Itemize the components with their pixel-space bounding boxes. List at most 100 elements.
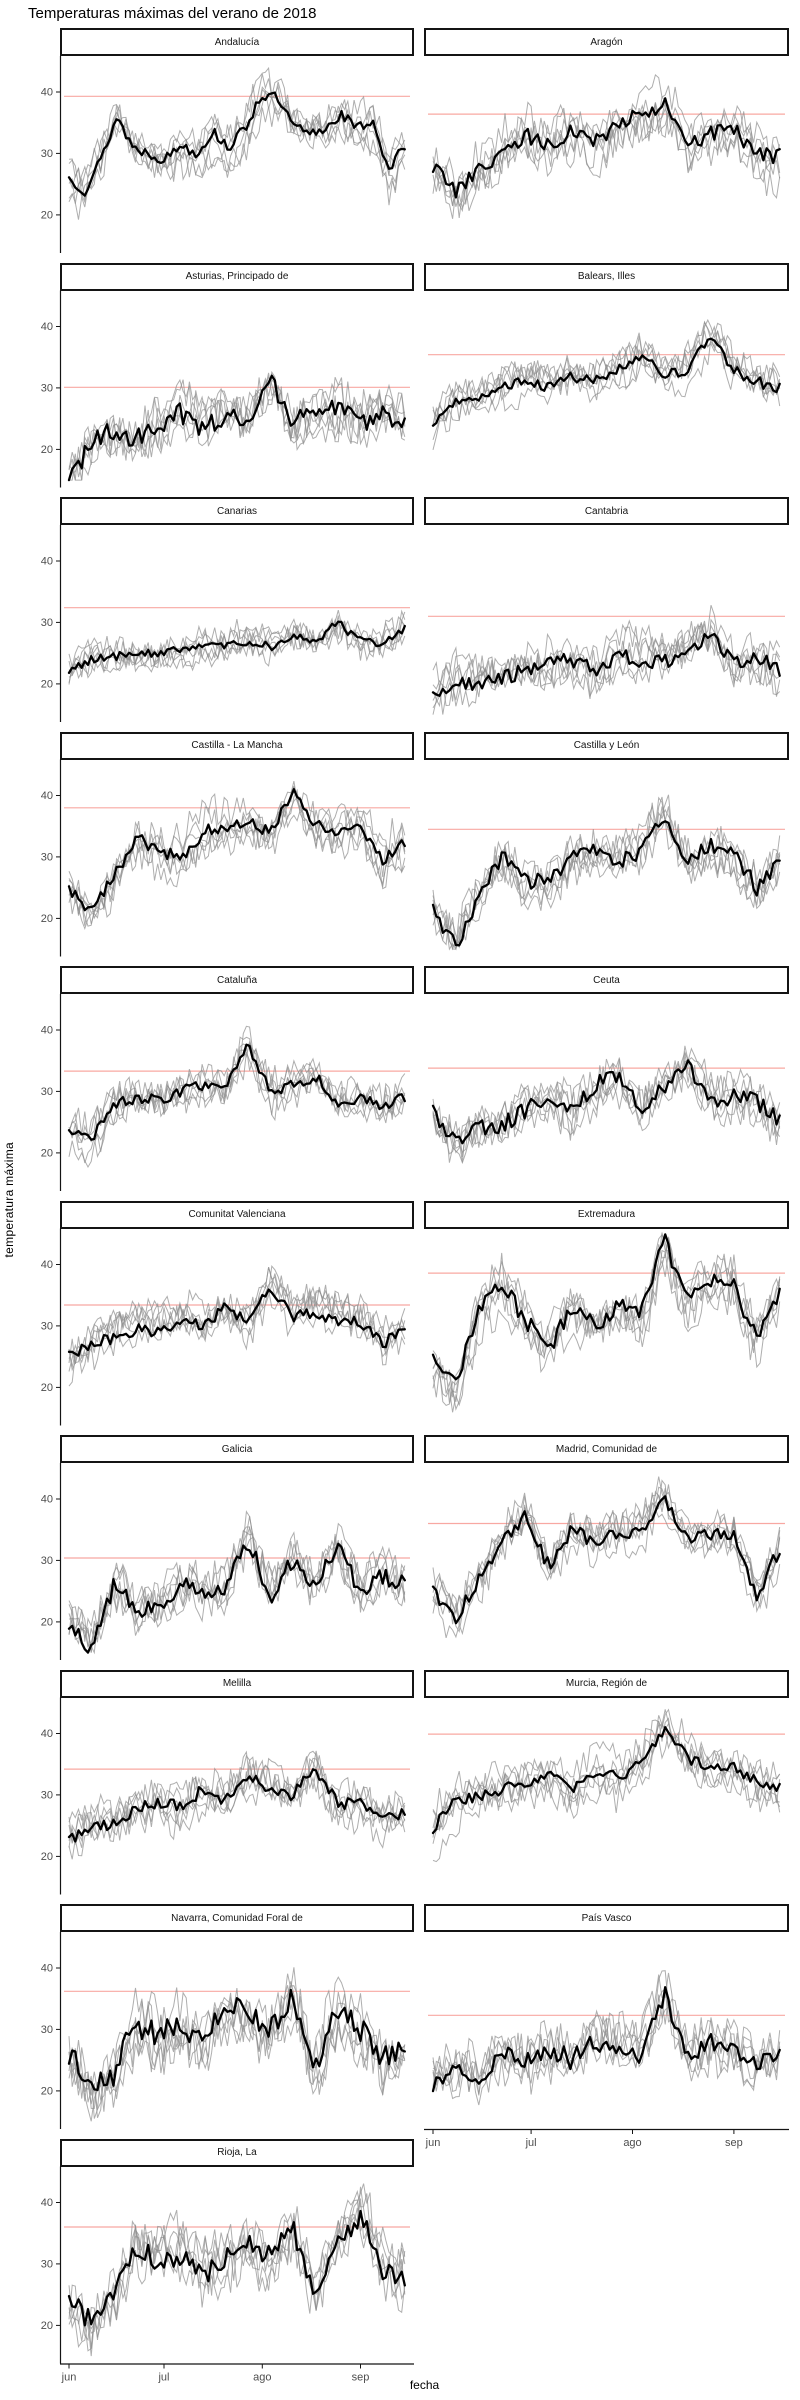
facet-strip: Castilla - La Mancha <box>60 731 414 760</box>
series-other-year-line <box>432 605 781 708</box>
facet-strip: Ceuta <box>424 966 789 994</box>
series-2018-line <box>67 91 406 197</box>
y-tick-label: 40 <box>41 1494 53 1506</box>
facet-title: Madrid, Comunidad de <box>555 1443 658 1455</box>
y-tick-label: 30 <box>41 1086 53 1098</box>
series-other-year-line <box>432 796 781 947</box>
series-other-year-line <box>68 2186 406 2330</box>
facet-strip: Melilla <box>60 1669 414 1698</box>
series-other-year-line <box>432 1237 781 1398</box>
series-other-year-line <box>432 1233 781 1394</box>
x-tick-label: jul <box>157 2372 169 2384</box>
series-other-year-line <box>68 1976 406 2119</box>
series-2018-line <box>431 632 781 697</box>
series-2018-line <box>431 337 781 427</box>
facet-title: Rioja, La <box>217 2147 257 2158</box>
facet-title: Aragón <box>590 36 623 48</box>
facet-title: Castilla - La Mancha <box>191 740 283 751</box>
series-other-year-line <box>432 95 781 210</box>
y-tick-label: 30 <box>41 2258 53 2270</box>
y-tick-label: 30 <box>41 148 53 160</box>
series-2018-line <box>431 1726 781 1835</box>
series-other-year-line <box>68 1043 406 1143</box>
facet-title: Extremadura <box>577 1209 636 1220</box>
series-other-year-line <box>68 806 406 930</box>
series-2018-line <box>67 1988 406 2092</box>
facet-strip: Aragón <box>424 28 789 56</box>
series-other-year-line <box>68 1273 406 1372</box>
series-other-year-line <box>432 1250 781 1413</box>
y-tick-label: 20 <box>41 1382 53 1394</box>
y-tick-label: 20 <box>41 1851 53 1863</box>
y-tick-label: 40 <box>41 1025 53 1037</box>
series-other-year-line <box>68 1998 406 2118</box>
series-other-year-line <box>432 320 781 451</box>
series-other-year-line <box>68 1530 406 1655</box>
y-tick-label: 40 <box>41 87 53 99</box>
series-other-year-line <box>68 788 406 924</box>
series-other-year-line <box>432 102 781 219</box>
series-other-year-line <box>68 785 406 912</box>
series-other-year-line <box>68 2183 406 2342</box>
facet-strip: Madrid, Comunidad de <box>424 1435 789 1463</box>
series-other-year-line <box>432 794 781 944</box>
facet-strip: Rioja, La <box>60 2138 414 2167</box>
series-2018-line <box>67 1768 406 1843</box>
series-2018-line <box>431 97 781 199</box>
series-other-year-line <box>68 381 406 470</box>
series-other-year-line <box>68 619 406 680</box>
y-tick-label: 40 <box>41 1728 53 1740</box>
facet-title: Comunitat Valenciana <box>188 1209 286 1220</box>
series-other-year-line <box>432 1476 781 1616</box>
series-other-year-line <box>68 1755 406 1860</box>
series-2018-line <box>431 820 781 947</box>
series-other-year-line <box>68 1757 406 1844</box>
series-other-year-line <box>432 622 781 715</box>
facet-title: Cataluña <box>216 974 258 986</box>
series-2018-line <box>67 1542 406 1654</box>
y-tick-label: 40 <box>41 556 53 568</box>
y-tick-label: 40 <box>41 1259 53 1271</box>
series-other-year-line <box>432 1986 781 2095</box>
facet-strip: Balears, Illes <box>424 262 789 291</box>
facet-title: Melilla <box>222 1678 252 1689</box>
series-other-year-line <box>68 1526 406 1653</box>
series-other-year-line <box>68 88 406 204</box>
series-other-year-line <box>432 1479 781 1614</box>
y-tick-label: 20 <box>41 2085 53 2097</box>
facet-strip: Comunitat Valenciana <box>60 1200 414 1229</box>
series-2018-line <box>67 788 406 912</box>
y-tick-label: 20 <box>41 678 53 690</box>
x-tick-label: ago <box>623 2137 641 2149</box>
y-tick-label: 30 <box>41 617 53 629</box>
series-other-year-line <box>68 1522 406 1648</box>
facet-strip: Asturias, Principado de <box>60 262 414 291</box>
facet-strip: Extremadura <box>424 1200 789 1229</box>
series-other-year-line <box>68 1992 406 2110</box>
y-tick-label: 20 <box>41 209 53 221</box>
series-other-year-line <box>432 73 781 193</box>
series-other-year-line <box>68 2199 406 2334</box>
y-tick-label: 40 <box>41 321 53 333</box>
facet-title: Castilla y León <box>573 740 640 751</box>
y-tick-label: 20 <box>41 2320 53 2332</box>
series-2018-line <box>67 374 406 482</box>
series-other-year-line <box>432 1730 781 1863</box>
series-2018-line <box>431 1495 781 1625</box>
facet-title: País Vasco <box>581 1912 632 1924</box>
y-tick-label: 30 <box>41 1320 53 1332</box>
series-2018-line <box>67 1288 406 1357</box>
y-tick-label: 30 <box>41 382 53 394</box>
y-tick-label: 40 <box>41 2197 53 2209</box>
series-2018-line <box>67 620 406 675</box>
series-other-year-line <box>432 320 781 427</box>
series-other-year-line <box>432 1045 781 1149</box>
series-other-year-line <box>432 1057 781 1154</box>
series-2018-line <box>431 1059 781 1145</box>
x-tick-label: sep <box>352 2372 370 2384</box>
y-tick-label: 20 <box>41 913 53 925</box>
series-other-year-line <box>432 623 781 688</box>
y-tick-label: 30 <box>41 2024 53 2036</box>
